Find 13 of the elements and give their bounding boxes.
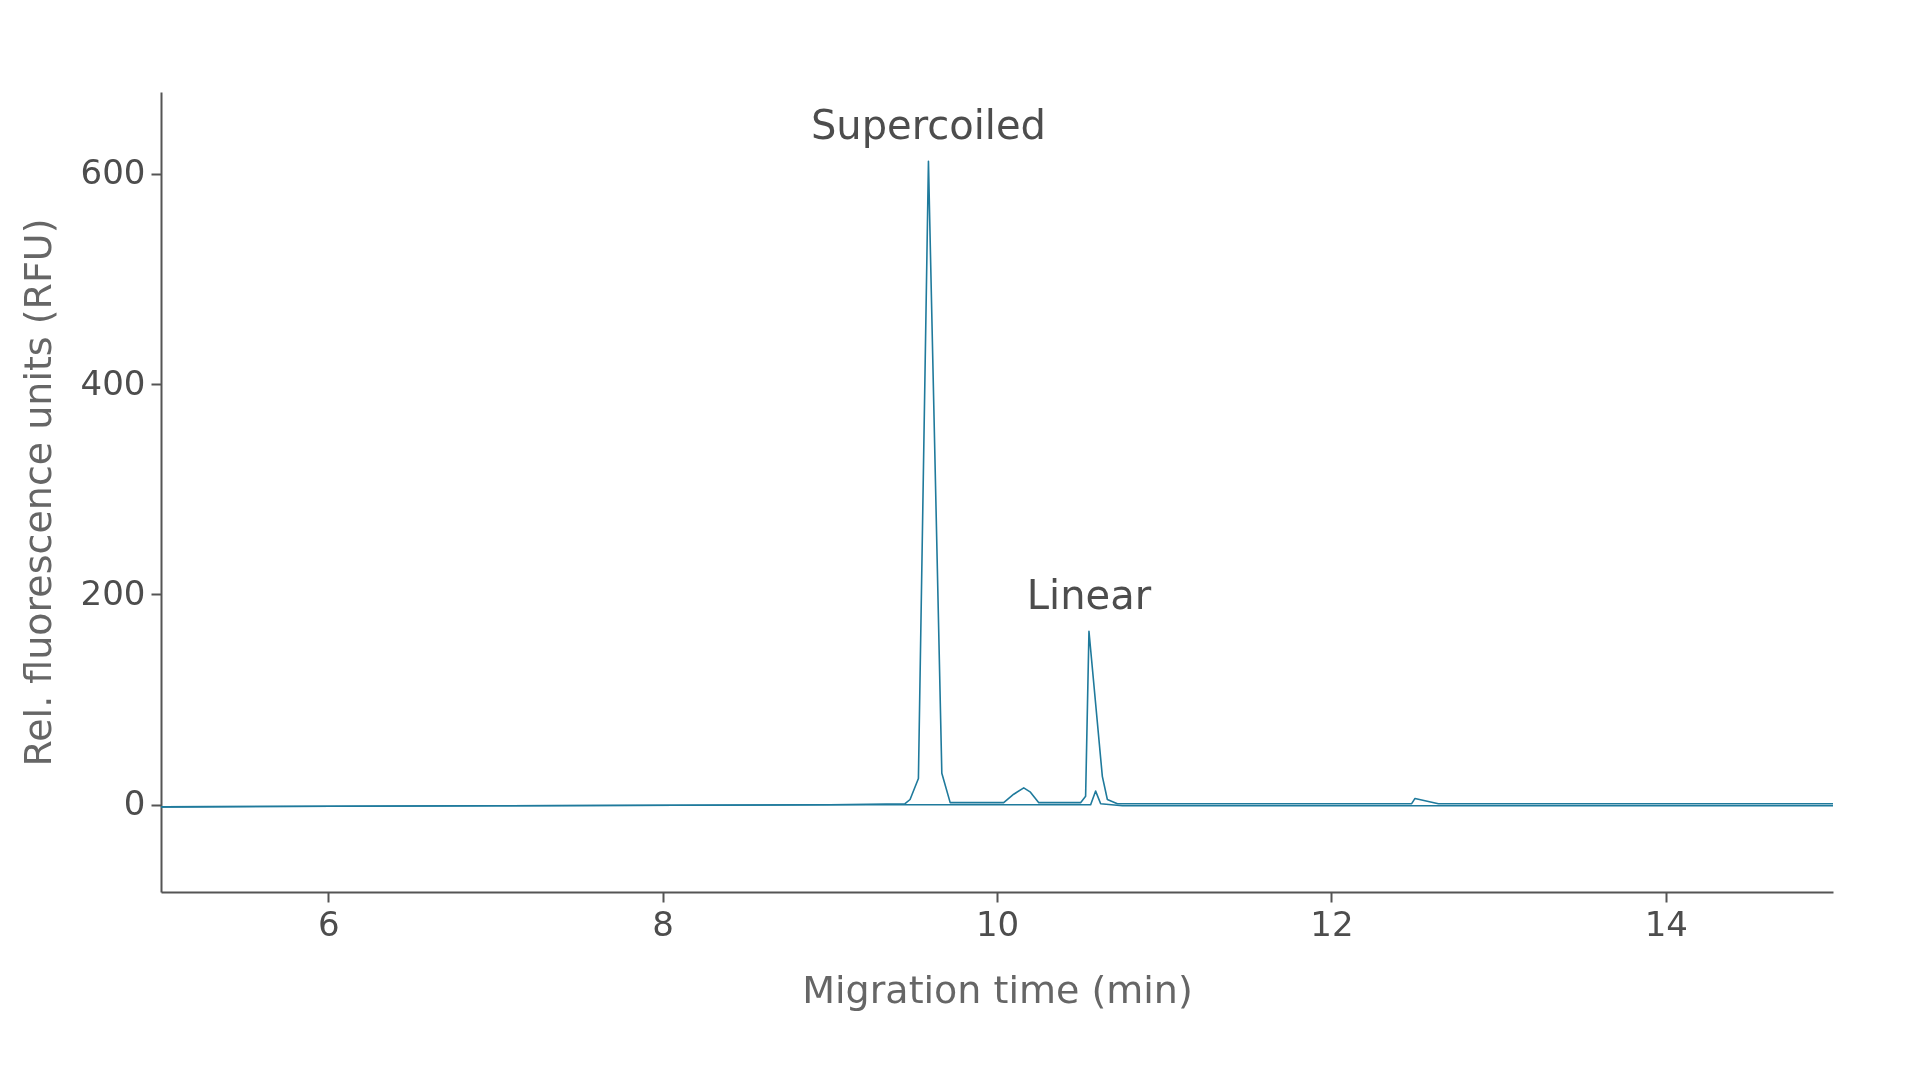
x-tick-label: 14 (1644, 903, 1688, 944)
y-tick-label: 200 (80, 573, 146, 613)
x-tick-label: 8 (652, 903, 674, 944)
annotation: Supercoiled (810, 102, 1046, 149)
x-tick-label: 10 (975, 903, 1020, 944)
x-tick-label: 6 (317, 903, 340, 944)
x-tick-label: 12 (1310, 903, 1354, 944)
annotation: Linear (1026, 572, 1152, 619)
y-tick-label: 400 (80, 362, 146, 403)
y-axis-title: Rel. fluorescence units (RFU) (15, 218, 60, 767)
x-axis-title: Migration time (min) (802, 967, 1193, 1012)
y-tick-label: 600 (80, 152, 146, 193)
y-tick-label: 0 (123, 783, 146, 824)
